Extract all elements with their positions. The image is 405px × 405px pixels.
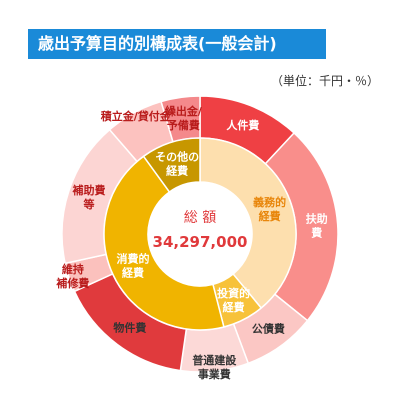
- outer-label-繰出金-予備費-line: 繰出金/: [165, 104, 203, 118]
- outer-label-公債費-line: 公債費: [252, 322, 285, 336]
- outer-label-補助費等-line: 等: [82, 197, 94, 211]
- outer-label-普通建設事業費-line: 事業費: [198, 367, 231, 381]
- inner-ring: [103, 137, 297, 331]
- center-label: 総 額: [184, 210, 216, 226]
- outer-label-繰出金-予備費-line: 予備費: [167, 118, 200, 132]
- outer-label-普通建設事業費-line: 普通建設: [192, 353, 237, 367]
- outer-label-人件費: 人件費: [226, 118, 259, 132]
- outer-label-繰出金-予備費: 繰出金/予備費: [165, 104, 203, 132]
- outer-label-維持補修費-line: 維持: [62, 262, 84, 276]
- outer-label-補助費等-line: 補助費: [71, 183, 105, 197]
- outer-label-扶助費-line: 扶助: [306, 212, 328, 226]
- outer-label-扶助費: 扶助費: [306, 212, 328, 240]
- center-hole: [148, 182, 252, 286]
- inner-label-その他の経費-line: その他の: [155, 149, 199, 163]
- inner-label-義務的経費: 義務的経費: [253, 195, 286, 223]
- outer-label-公債費: 公債費: [252, 322, 285, 336]
- inner-label-その他の経費-line: 経費: [166, 163, 188, 177]
- outer-label-積立金-貸付金-line: 積立金/貸付金: [100, 109, 172, 123]
- outer-label-物件費: 物件費: [113, 321, 146, 335]
- inner-label-投資的経費: 投資的経費: [217, 286, 250, 314]
- chart-title: 歳出予算目的別構成表(一般会計): [28, 29, 326, 59]
- outer-label-人件費-line: 人件費: [226, 118, 259, 132]
- outer-label-普通建設事業費: 普通建設事業費: [192, 353, 237, 381]
- outer-label-積立金-貸付金: 積立金/貸付金: [100, 109, 172, 123]
- outer-label-物件費-line: 物件費: [113, 321, 146, 335]
- outer-label-補助費等: 補助費等: [71, 183, 105, 211]
- outer-label-維持補修費: 維持補修費: [55, 262, 89, 290]
- inner-label-投資的経費-line: 経費: [223, 300, 245, 314]
- inner-label-義務的経費-line: 経費: [259, 209, 281, 223]
- inner-label-消費的経費-line: 消費的: [117, 251, 150, 265]
- inner-label-その他の経費: その他の経費: [155, 149, 199, 177]
- outer-label-扶助費-line: 費: [310, 226, 322, 240]
- outer-label-維持補修費-line: 補修費: [55, 276, 89, 290]
- unit-note: （単位：千円・％）: [270, 74, 379, 88]
- inner-label-消費的経費: 消費的経費: [117, 251, 150, 279]
- inner-label-義務的経費-line: 義務的: [253, 195, 286, 209]
- center-value: 34,297,000: [153, 233, 248, 251]
- inner-label-消費的経費-line: 経費: [122, 265, 144, 279]
- inner-label-投資的経費-line: 投資的: [217, 286, 250, 300]
